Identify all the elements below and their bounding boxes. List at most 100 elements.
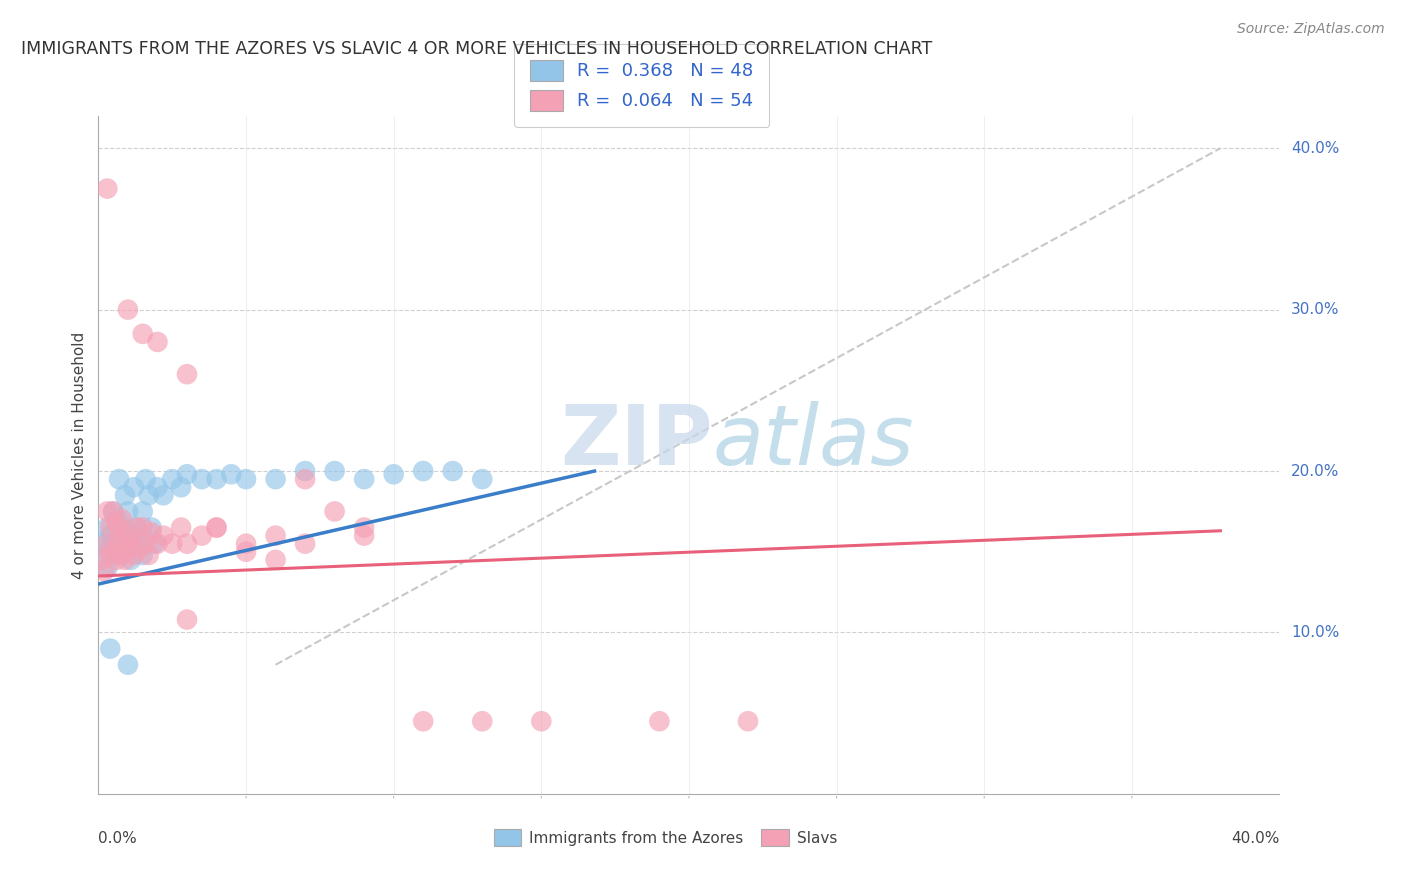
Text: Source: ZipAtlas.com: Source: ZipAtlas.com bbox=[1237, 22, 1385, 37]
Point bbox=[441, 464, 464, 478]
Point bbox=[98, 528, 121, 542]
Point bbox=[111, 532, 134, 546]
Point bbox=[152, 488, 174, 502]
Point bbox=[125, 520, 148, 534]
Point bbox=[98, 520, 121, 534]
Point bbox=[135, 472, 157, 486]
Point bbox=[96, 537, 118, 551]
Point bbox=[93, 564, 115, 578]
Point bbox=[103, 537, 125, 551]
Point bbox=[323, 464, 346, 478]
Point bbox=[205, 520, 228, 534]
Point bbox=[120, 553, 142, 567]
Point bbox=[122, 480, 145, 494]
Point bbox=[117, 528, 139, 542]
Point bbox=[191, 472, 214, 486]
Point bbox=[98, 548, 121, 562]
Point bbox=[125, 520, 148, 534]
Point bbox=[152, 528, 174, 542]
Text: IMMIGRANTS FROM THE AZORES VS SLAVIC 4 OR MORE VEHICLES IN HOUSEHOLD CORRELATION: IMMIGRANTS FROM THE AZORES VS SLAVIC 4 O… bbox=[21, 40, 932, 58]
Point bbox=[108, 472, 131, 486]
Point bbox=[221, 467, 243, 482]
Point bbox=[132, 520, 155, 534]
Point bbox=[96, 520, 118, 534]
Text: 10.0%: 10.0% bbox=[1291, 625, 1340, 640]
Text: ZIP: ZIP bbox=[560, 401, 713, 482]
Text: 30.0%: 30.0% bbox=[1291, 302, 1340, 318]
Point bbox=[90, 553, 112, 567]
Point bbox=[111, 512, 134, 526]
Point bbox=[235, 537, 257, 551]
Point bbox=[146, 334, 169, 349]
Point bbox=[103, 504, 125, 518]
Point bbox=[205, 520, 228, 534]
Point bbox=[471, 714, 494, 729]
Text: 0.0%: 0.0% bbox=[98, 831, 138, 847]
Point bbox=[353, 472, 375, 486]
Point bbox=[170, 520, 193, 534]
Point bbox=[162, 472, 183, 486]
Point bbox=[105, 553, 128, 567]
Point bbox=[117, 537, 139, 551]
Point bbox=[120, 525, 142, 540]
Point bbox=[128, 537, 150, 551]
Point bbox=[264, 553, 287, 567]
Point bbox=[412, 464, 434, 478]
Point bbox=[138, 488, 160, 502]
Point bbox=[103, 504, 125, 518]
Point bbox=[143, 537, 166, 551]
Point bbox=[96, 181, 118, 195]
Point bbox=[105, 548, 128, 562]
Point bbox=[353, 520, 375, 534]
Point bbox=[176, 368, 198, 382]
Point bbox=[114, 553, 136, 567]
Point bbox=[530, 714, 553, 729]
Point bbox=[294, 537, 316, 551]
Point bbox=[114, 528, 136, 542]
Point bbox=[323, 504, 346, 518]
Point bbox=[117, 302, 139, 317]
Point bbox=[103, 541, 125, 556]
Point bbox=[132, 504, 155, 518]
Point bbox=[111, 520, 134, 534]
Point bbox=[141, 520, 163, 534]
Y-axis label: 4 or more Vehicles in Household: 4 or more Vehicles in Household bbox=[72, 331, 87, 579]
Point bbox=[176, 537, 198, 551]
Point bbox=[191, 528, 214, 542]
Point bbox=[114, 488, 136, 502]
Point bbox=[90, 537, 112, 551]
Point bbox=[120, 537, 142, 551]
Point bbox=[176, 467, 198, 482]
Point bbox=[235, 472, 257, 486]
Point bbox=[114, 532, 136, 546]
Point bbox=[170, 480, 193, 494]
Point bbox=[648, 714, 671, 729]
Point bbox=[96, 561, 118, 575]
Point bbox=[105, 516, 128, 530]
Point bbox=[117, 541, 139, 556]
Point bbox=[146, 537, 169, 551]
Point bbox=[737, 714, 759, 729]
Point bbox=[105, 512, 128, 526]
Point bbox=[117, 657, 139, 672]
Point bbox=[162, 537, 183, 551]
Point bbox=[146, 480, 169, 494]
Point bbox=[93, 545, 115, 559]
Point bbox=[132, 548, 155, 562]
Point bbox=[135, 537, 157, 551]
Point bbox=[353, 528, 375, 542]
Point bbox=[294, 472, 316, 486]
Point bbox=[205, 472, 228, 486]
Text: 40.0%: 40.0% bbox=[1232, 831, 1279, 847]
Point bbox=[122, 548, 145, 562]
Text: 40.0%: 40.0% bbox=[1291, 141, 1340, 156]
Point bbox=[235, 545, 257, 559]
Point bbox=[132, 326, 155, 341]
Point bbox=[294, 464, 316, 478]
Point bbox=[111, 548, 134, 562]
Text: atlas: atlas bbox=[713, 401, 914, 482]
Point bbox=[122, 532, 145, 546]
Point bbox=[108, 541, 131, 556]
Point bbox=[264, 528, 287, 542]
Point bbox=[141, 525, 163, 540]
